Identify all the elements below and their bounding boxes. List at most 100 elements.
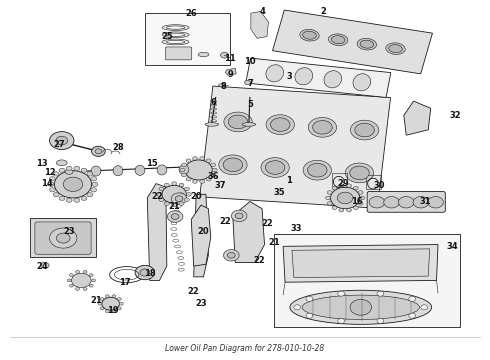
Ellipse shape bbox=[389, 45, 402, 53]
Circle shape bbox=[56, 136, 68, 145]
Circle shape bbox=[206, 177, 211, 181]
Circle shape bbox=[332, 186, 337, 190]
Circle shape bbox=[409, 296, 416, 301]
Circle shape bbox=[346, 184, 351, 188]
Text: 31: 31 bbox=[420, 197, 432, 206]
Text: 20: 20 bbox=[197, 228, 209, 237]
Circle shape bbox=[67, 279, 71, 282]
Circle shape bbox=[72, 273, 91, 288]
Circle shape bbox=[59, 168, 65, 172]
Circle shape bbox=[223, 249, 239, 261]
Circle shape bbox=[186, 159, 191, 162]
Circle shape bbox=[211, 163, 216, 167]
Circle shape bbox=[339, 184, 344, 188]
Circle shape bbox=[331, 187, 360, 209]
Text: 2: 2 bbox=[320, 7, 326, 16]
Ellipse shape bbox=[360, 40, 373, 48]
Text: 4: 4 bbox=[259, 7, 265, 16]
Circle shape bbox=[231, 210, 247, 222]
Text: 1: 1 bbox=[286, 176, 292, 185]
Circle shape bbox=[49, 188, 55, 192]
Circle shape bbox=[74, 198, 80, 202]
FancyBboxPatch shape bbox=[274, 234, 460, 327]
Ellipse shape bbox=[300, 30, 319, 41]
Circle shape bbox=[369, 197, 385, 208]
Circle shape bbox=[112, 310, 116, 312]
Circle shape bbox=[92, 182, 98, 186]
Text: 22: 22 bbox=[220, 217, 231, 226]
Circle shape bbox=[358, 191, 363, 194]
Ellipse shape bbox=[157, 165, 167, 175]
Polygon shape bbox=[292, 249, 430, 278]
Circle shape bbox=[182, 163, 187, 167]
Ellipse shape bbox=[135, 165, 145, 175]
Polygon shape bbox=[246, 58, 391, 98]
Text: 23: 23 bbox=[63, 228, 75, 237]
Circle shape bbox=[157, 193, 162, 196]
Circle shape bbox=[358, 202, 363, 205]
Circle shape bbox=[172, 203, 176, 207]
Text: 26: 26 bbox=[185, 9, 197, 18]
Circle shape bbox=[66, 166, 72, 171]
Ellipse shape bbox=[166, 26, 185, 29]
Ellipse shape bbox=[331, 36, 345, 44]
Circle shape bbox=[182, 173, 187, 177]
Ellipse shape bbox=[56, 160, 67, 166]
Circle shape bbox=[70, 274, 74, 276]
Ellipse shape bbox=[328, 34, 348, 45]
Polygon shape bbox=[225, 68, 236, 75]
Text: 15: 15 bbox=[147, 159, 158, 168]
Circle shape bbox=[338, 291, 344, 296]
Circle shape bbox=[211, 173, 216, 177]
Text: 7: 7 bbox=[247, 79, 253, 88]
Circle shape bbox=[338, 319, 344, 323]
Ellipse shape bbox=[91, 166, 101, 176]
Circle shape bbox=[87, 172, 93, 176]
Circle shape bbox=[53, 172, 59, 176]
Polygon shape bbox=[147, 184, 167, 280]
Circle shape bbox=[220, 52, 228, 58]
Circle shape bbox=[332, 206, 337, 210]
Ellipse shape bbox=[179, 165, 189, 175]
Text: 12: 12 bbox=[44, 168, 55, 177]
Ellipse shape bbox=[357, 39, 376, 50]
Polygon shape bbox=[283, 244, 438, 282]
Polygon shape bbox=[191, 205, 211, 266]
Circle shape bbox=[105, 295, 109, 298]
Circle shape bbox=[100, 307, 104, 310]
Circle shape bbox=[98, 302, 102, 305]
Circle shape bbox=[227, 252, 235, 258]
Circle shape bbox=[398, 197, 414, 208]
Text: 27: 27 bbox=[53, 140, 65, 149]
FancyBboxPatch shape bbox=[367, 192, 445, 212]
Circle shape bbox=[421, 305, 428, 310]
Circle shape bbox=[75, 288, 79, 291]
Circle shape bbox=[120, 302, 123, 305]
Polygon shape bbox=[194, 194, 208, 277]
Ellipse shape bbox=[228, 115, 248, 129]
Ellipse shape bbox=[166, 33, 185, 36]
Ellipse shape bbox=[266, 161, 285, 174]
Circle shape bbox=[87, 193, 93, 197]
Ellipse shape bbox=[324, 71, 342, 88]
Circle shape bbox=[95, 149, 102, 154]
Circle shape bbox=[105, 310, 109, 312]
FancyBboxPatch shape bbox=[145, 13, 230, 65]
Circle shape bbox=[327, 191, 332, 194]
Circle shape bbox=[74, 166, 80, 171]
Ellipse shape bbox=[205, 123, 219, 126]
Polygon shape bbox=[272, 10, 433, 74]
Text: 24: 24 bbox=[36, 262, 48, 271]
Ellipse shape bbox=[308, 117, 337, 137]
Circle shape bbox=[49, 177, 55, 181]
Circle shape bbox=[377, 291, 384, 296]
Circle shape bbox=[56, 233, 70, 243]
Text: 8: 8 bbox=[220, 82, 226, 91]
Ellipse shape bbox=[313, 121, 332, 134]
Ellipse shape bbox=[345, 163, 374, 183]
Circle shape bbox=[306, 313, 313, 318]
Ellipse shape bbox=[353, 74, 371, 91]
Circle shape bbox=[377, 319, 384, 323]
Text: 3: 3 bbox=[286, 72, 292, 81]
Circle shape bbox=[66, 198, 72, 202]
